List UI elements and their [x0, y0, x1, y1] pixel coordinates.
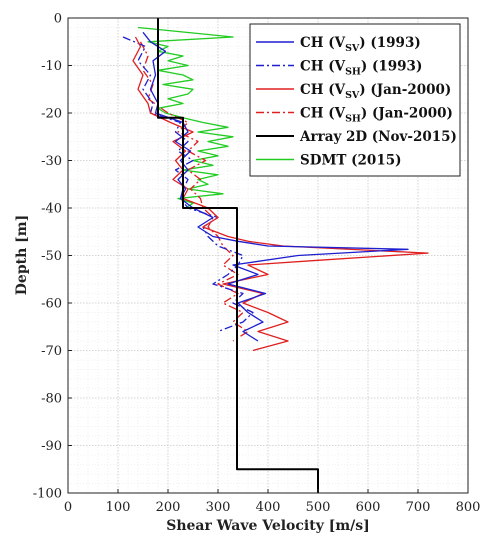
- y-tick-label: -60: [41, 297, 62, 312]
- x-tick-label: 100: [106, 500, 131, 515]
- series-line-4: [157, 18, 319, 493]
- y-tick-label: -90: [41, 439, 62, 454]
- legend-entry: CH (VSV) (Jan-2000): [300, 82, 451, 101]
- series-layer: [122, 18, 429, 493]
- y-tick-label: -20: [41, 107, 62, 122]
- x-tick-label: 300: [206, 500, 231, 515]
- x-tick-label: 700: [406, 500, 431, 515]
- x-tick-label: 800: [456, 500, 481, 515]
- y-tick-label: -70: [41, 344, 62, 359]
- x-tick-label: 600: [356, 500, 381, 515]
- y-tick-label: 0: [54, 12, 62, 27]
- y-tick-label: -10: [41, 59, 62, 74]
- legend-entry: Array 2D (Nov-2015): [299, 129, 457, 145]
- legend-box: [249, 23, 461, 177]
- x-tick-label: 0: [64, 500, 72, 515]
- series-line-0: [142, 31, 409, 342]
- x-tick-label: 500: [306, 500, 331, 515]
- legend-entry: CH (VSH) (1993): [300, 59, 422, 78]
- x-ticks: 0 100 200 300 400 500 600 700 800: [64, 489, 481, 515]
- legend: CH (VSV) (1993) CH (VSH) (1993) CH (VSV) (…: [249, 23, 461, 177]
- y-axis-label: Depth [m]: [14, 215, 30, 295]
- y-tick-label: -80: [41, 392, 62, 407]
- y-ticks: 0 -10 -20 -30 -40 -50 -60 -70 -80 -90 -100: [33, 12, 72, 502]
- x-tick-label: 200: [156, 500, 181, 515]
- series-line-3: [139, 41, 249, 342]
- y-tick-label: -100: [33, 487, 62, 502]
- series-line-5: [137, 26, 234, 209]
- legend-entry: CH (VSH) (Jan-2000): [300, 106, 453, 125]
- x-axis-label: Shear Wave Velocity [m/s]: [166, 518, 370, 534]
- series-line-1: [122, 36, 254, 333]
- y-tick-label: -30: [41, 154, 62, 169]
- x-tick-label: 400: [256, 500, 281, 515]
- legend-entry: CH (VSV) (1993): [300, 35, 421, 54]
- y-tick-label: -40: [41, 202, 62, 217]
- y-tick-label: -50: [41, 249, 62, 264]
- legend-entry: SDMT (2015): [300, 153, 402, 169]
